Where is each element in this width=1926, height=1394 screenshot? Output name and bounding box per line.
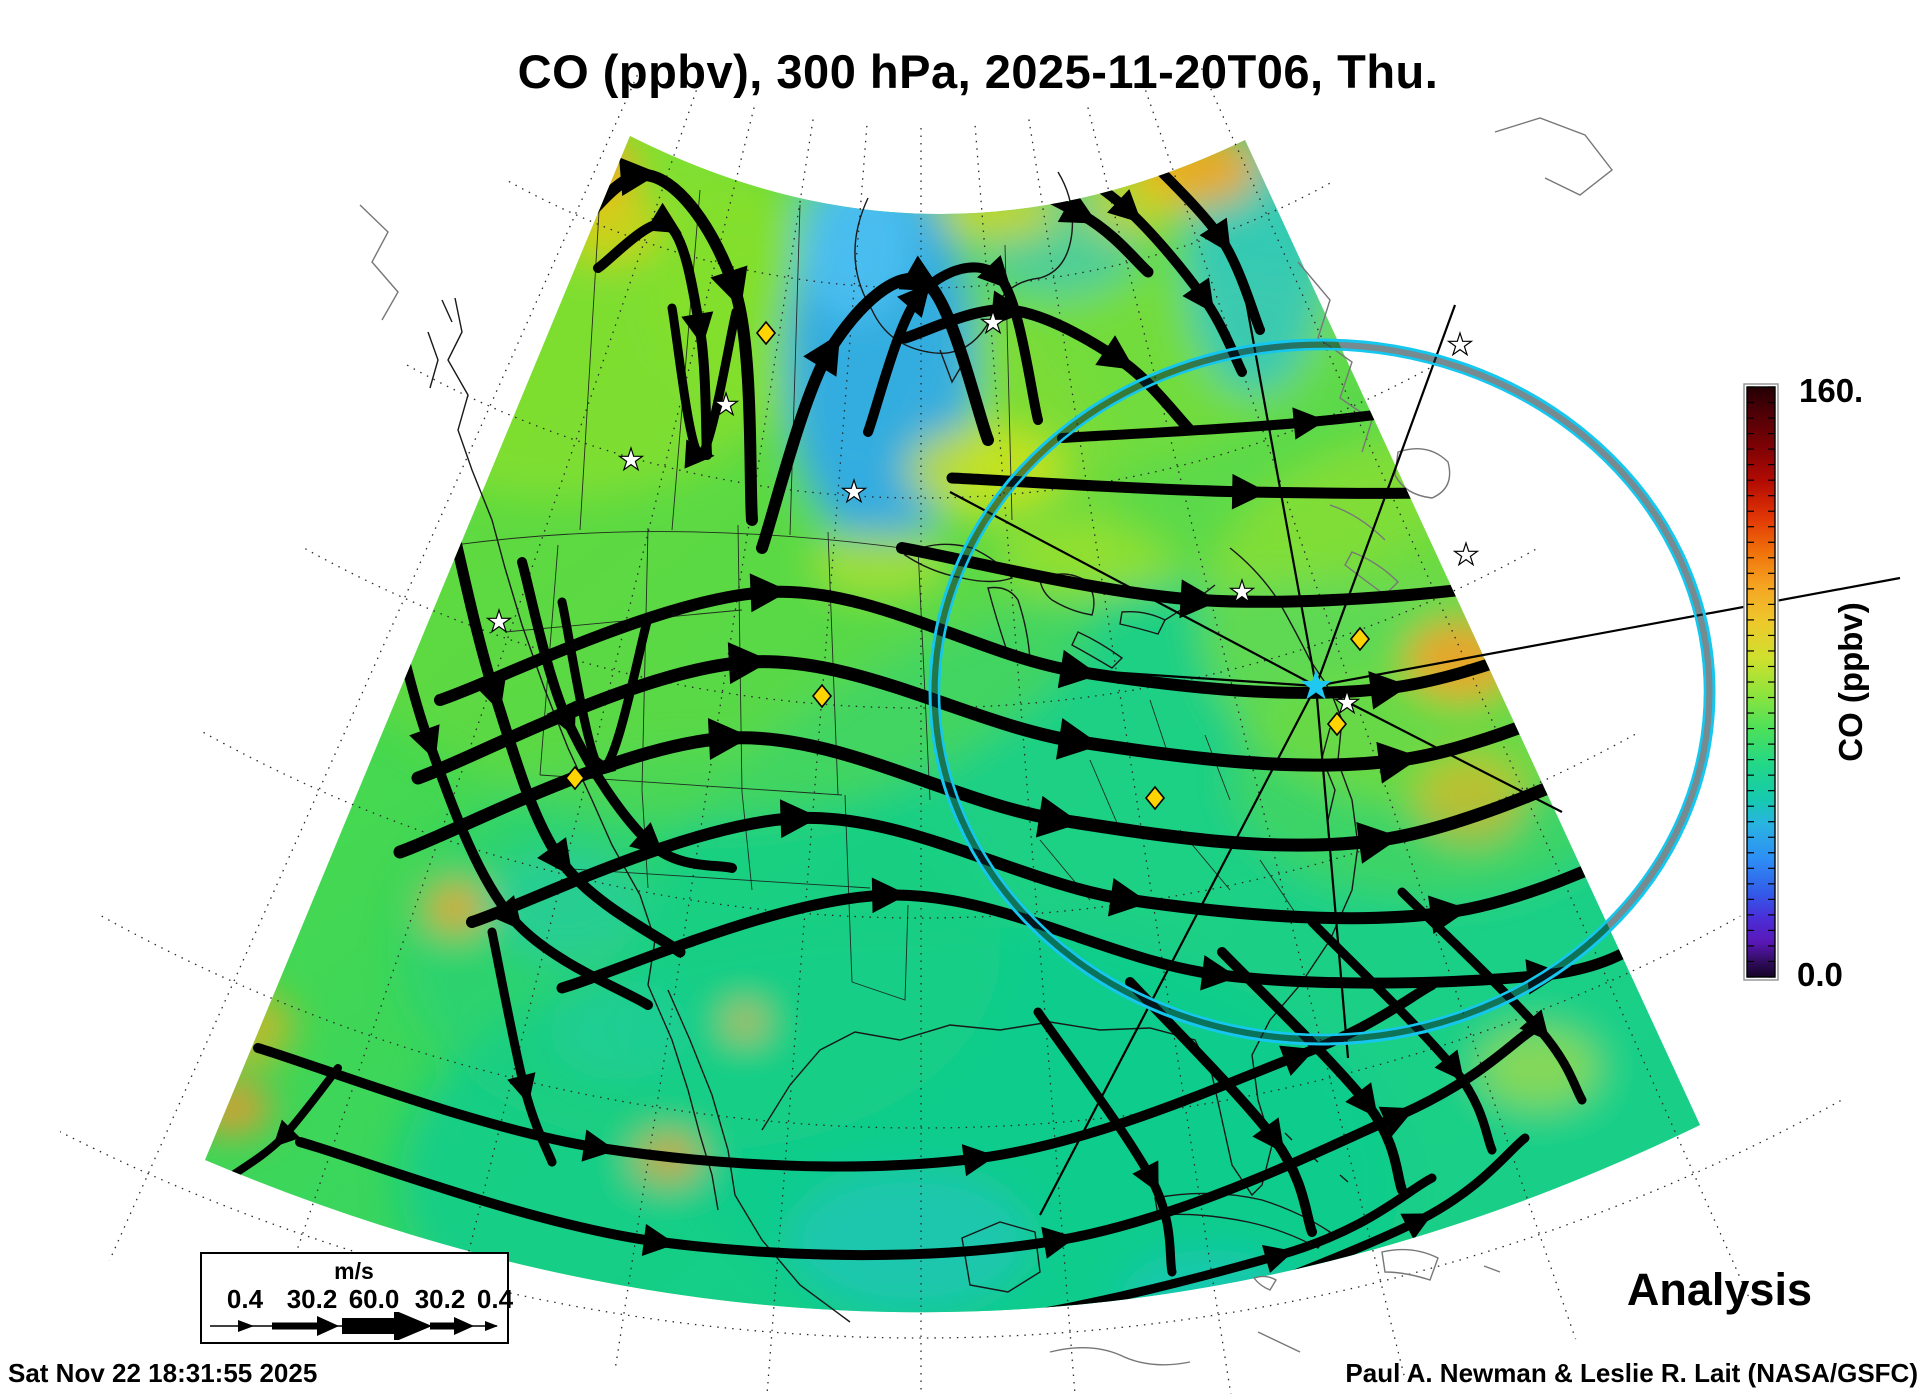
route-line: [1314, 304, 1457, 687]
streamline: [899, 290, 1196, 436]
wind-legend-units: m/s: [334, 1258, 374, 1284]
route-line: [1047, 666, 1317, 688]
station-star-marker: [840, 478, 868, 504]
range-circle-outer: [928, 338, 1716, 1046]
colorbar-min-label: 0.0: [1797, 956, 1843, 993]
co-patch: [940, 182, 1060, 242]
coastline: [427, 299, 453, 389]
map-markers: [485, 309, 1480, 811]
streamline: [593, 202, 714, 460]
streamline: [1397, 887, 1587, 1105]
co-patch: [727, 1008, 763, 1036]
coastline: [447, 297, 656, 986]
station-diamond-marker: [755, 320, 777, 346]
station-star-marker: [1452, 541, 1480, 567]
colorbar-axis-label: CO (ppbv): [1832, 602, 1869, 762]
station-diamond-marker: [564, 765, 586, 791]
station-star-marker: [1446, 331, 1474, 357]
site-star-marker: [1300, 669, 1332, 700]
range-circle-edge: [929, 339, 1715, 1045]
streamline: [1143, 153, 1265, 335]
station-star-marker: [485, 608, 513, 634]
route-line: [949, 491, 1317, 687]
station-diamond-marker: [1326, 711, 1348, 737]
route-line: [1314, 685, 1350, 1059]
streamline: [1217, 947, 1407, 1195]
station-star-marker: [712, 391, 740, 417]
colorbar: [1743, 383, 1779, 981]
co-patch: [235, 505, 315, 585]
route-line: [1238, 267, 1318, 687]
border-line: [579, 194, 601, 531]
streamline: [667, 303, 741, 469]
wind-legend-value: 0.4: [226, 1284, 264, 1314]
station-star-marker: [1333, 689, 1361, 715]
page-title: CO (ppbv), 300 hPa, 2025-11-20T06, Thu.: [517, 45, 1439, 98]
wind-legend-value: 30.2: [414, 1284, 466, 1314]
co-patch: [905, 425, 1065, 515]
co-patch: [280, 335, 380, 455]
co-patch: [205, 1080, 272, 1136]
station-star-marker: [979, 309, 1007, 335]
streamline: [229, 1064, 342, 1179]
wind-speed-arrow-glyph: [210, 1312, 498, 1340]
coastline-outside: [1381, 1248, 1439, 1281]
wind-streamlines: [229, 145, 1700, 1313]
streamline: [1307, 917, 1497, 1155]
border-line: [789, 204, 801, 536]
route-lines: [949, 267, 1901, 1216]
station-star-marker: [1228, 578, 1256, 604]
co-patch: [300, 340, 440, 580]
route-line: [1315, 685, 1563, 813]
wind-legend-value: 0.4: [476, 1284, 514, 1314]
coastline-outside: [359, 204, 399, 321]
streamline: [487, 927, 557, 1167]
route-line: [1315, 576, 1901, 688]
streamline: [756, 255, 994, 554]
credit-text: Paul A. Newman & Leslie R. Lait (NASA/GS…: [1345, 1358, 1918, 1388]
route-line: [1039, 685, 1317, 1216]
generation-timestamp: Sat Nov 22 18:31:55 2025: [8, 1358, 318, 1388]
co-field-patches: [205, 136, 1700, 1313]
co-patch: [1120, 1250, 1300, 1313]
station-diamond-marker: [811, 683, 833, 709]
coastline-outside: [1494, 117, 1613, 196]
streamline: [1033, 1007, 1177, 1277]
wind-legend-value: 30.2: [286, 1284, 338, 1314]
coastline-outside: [1252, 1275, 1277, 1291]
coastline-outside: [1049, 1331, 1301, 1366]
co-patch: [245, 530, 355, 650]
colorbar-max-label: 160.: [1799, 372, 1864, 409]
analysis-mode-label: Analysis: [1626, 1264, 1812, 1315]
range-circle-inner: [937, 347, 1707, 1037]
station-diamond-marker: [1349, 626, 1371, 652]
station-star-marker: [617, 446, 645, 472]
wind-speed-legend: m/s 0.4 30.2 60.0 30.2 0.4: [200, 1252, 513, 1344]
station-diamond-marker: [1144, 785, 1166, 811]
wind-legend-value: 60.0: [348, 1284, 400, 1314]
coastline-outside: [1483, 1265, 1501, 1273]
